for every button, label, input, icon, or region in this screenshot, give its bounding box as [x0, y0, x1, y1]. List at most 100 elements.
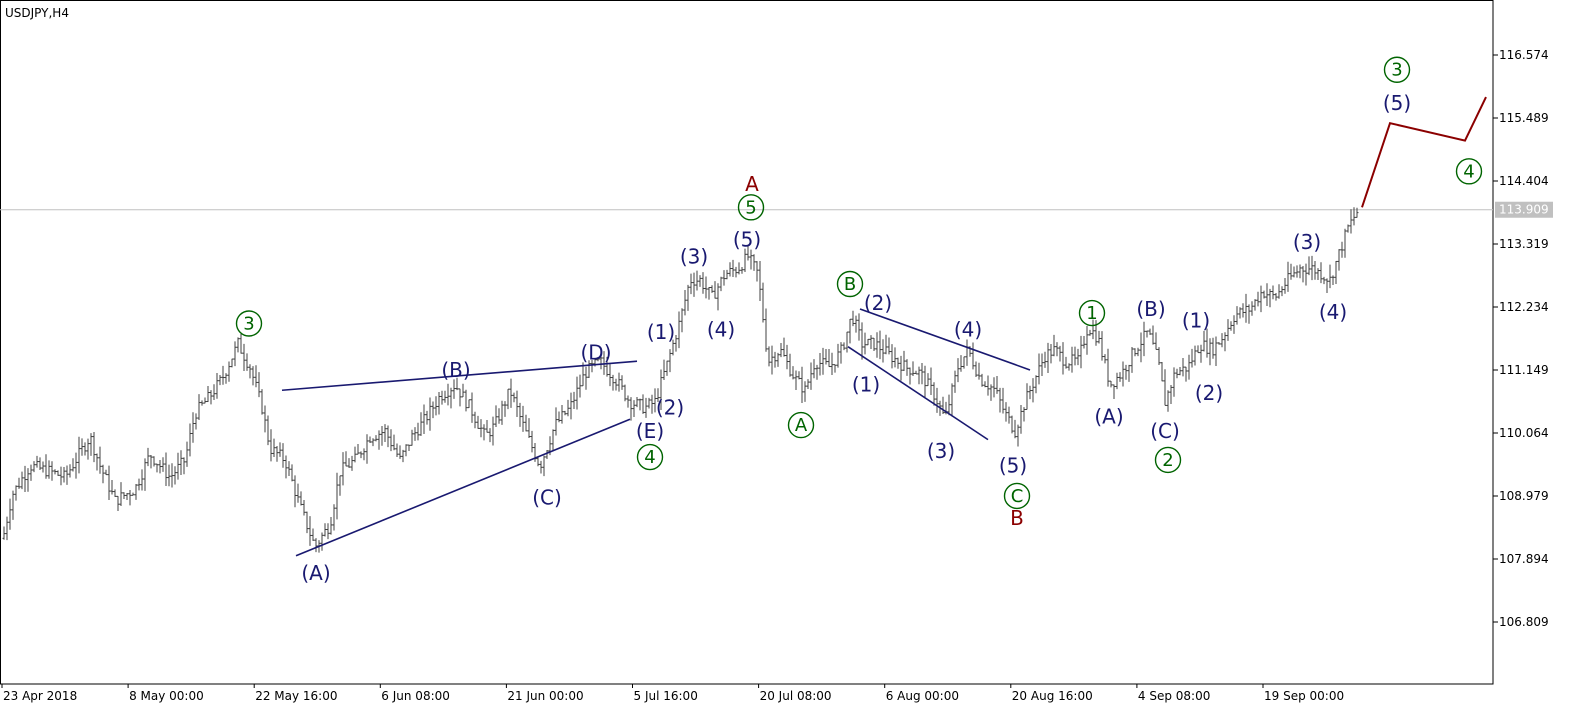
ohlc-bar [371, 438, 375, 447]
ohlc-bar [1340, 241, 1344, 258]
ohlc-bar [698, 275, 702, 287]
ohlc-bar [854, 315, 858, 333]
ohlc-bar [182, 457, 186, 475]
ohlc-bar [980, 373, 984, 387]
ohlc-bar [620, 375, 624, 390]
trendline [295, 418, 631, 557]
svg-text:3: 3 [1391, 60, 1402, 81]
ohlc-bar [818, 352, 822, 376]
ohlc-bar [8, 498, 12, 530]
wave-label: (2) [864, 291, 892, 315]
ohlc-bar [800, 366, 804, 404]
ohlc-bar [248, 364, 252, 379]
ohlc-bar [1172, 367, 1176, 397]
ohlc-bar [212, 384, 216, 400]
ohlc-bar [1112, 384, 1116, 400]
forecast-path [1361, 96, 1487, 208]
ohlc-bar [731, 259, 735, 277]
ohlc-bar [50, 461, 54, 481]
ohlc-bar [791, 366, 795, 380]
ohlc-bar [1100, 331, 1104, 361]
ohlc-bar [839, 342, 843, 364]
ohlc-bar [707, 286, 711, 300]
svg-text:(2): (2) [656, 396, 684, 420]
ohlc-bar [269, 429, 273, 462]
ohlc-bar [536, 456, 540, 467]
ohlc-bar [221, 365, 225, 385]
ohlc-bar [683, 290, 687, 316]
ohlc-bar [362, 448, 366, 461]
wave-label-circled: 2 [1154, 446, 1182, 474]
ohlc-bar [1181, 358, 1185, 377]
ohlc-bar [779, 342, 783, 358]
ohlc-bar [17, 477, 21, 489]
ohlc-bar [1163, 369, 1167, 406]
ohlc-bar [326, 523, 330, 540]
ohlc-bar [1256, 291, 1260, 307]
x-tick-label: 8 May 00:00 [129, 689, 204, 703]
wave-label: (E) [636, 419, 664, 443]
ohlc-bar [35, 455, 39, 468]
ohlc-bar [965, 339, 969, 366]
ohlc-bar [878, 330, 882, 360]
ohlc-bar [554, 407, 558, 436]
ohlc-bar [176, 452, 180, 480]
ohlc-bar [629, 397, 633, 421]
ohlc-bar [1274, 293, 1278, 301]
ohlc-bar [1088, 329, 1092, 336]
ohlc-bar [158, 459, 162, 474]
ohlc-bar [557, 411, 561, 423]
ohlc-bar [920, 363, 924, 385]
y-tick-label: 112.234 [1499, 300, 1549, 314]
ohlc-bar [89, 433, 93, 456]
ohlc-bar [170, 463, 174, 488]
wave-label-circled: 3 [235, 310, 263, 337]
ohlc-bar [116, 495, 120, 512]
svg-text:2: 2 [1162, 450, 1173, 471]
svg-text:B: B [1010, 506, 1024, 530]
wave-label: (5) [733, 227, 761, 251]
ohlc-bar [128, 489, 132, 506]
ohlc-bar [743, 248, 747, 272]
current-price-label: 113.909 [1499, 203, 1549, 217]
ohlc-bar [23, 465, 27, 492]
wave-label: (C) [1150, 419, 1180, 443]
ohlc-bar [113, 489, 117, 497]
ohlc-bar [440, 390, 444, 405]
ohlc-bar [482, 424, 486, 441]
ohlc-bar [1262, 290, 1266, 299]
ohlc-bar [917, 366, 921, 385]
svg-text:A: A [795, 415, 808, 436]
ohlc-bar [497, 408, 501, 424]
svg-text:(1): (1) [852, 372, 880, 396]
svg-text:(C): (C) [1150, 419, 1180, 443]
ohlc-bar [344, 451, 348, 467]
ohlc-bar [590, 360, 594, 373]
ohlc-bar [1067, 363, 1071, 371]
ohlc-bar [404, 444, 408, 457]
ohlc-bar [869, 335, 873, 349]
wave-label: (4) [954, 317, 982, 341]
ohlc-bar [746, 245, 750, 261]
ohlc-bar [1217, 342, 1221, 345]
ohlc-bar [1295, 265, 1299, 278]
ohlc-bar [452, 379, 456, 399]
ohlc-bar [782, 337, 786, 357]
ohlc-bar [323, 523, 327, 537]
ohlc-bar [1331, 275, 1335, 286]
plot-border [0, 0, 1494, 685]
ohlc-bar [881, 339, 885, 363]
ohlc-bar [5, 516, 9, 541]
ohlc-bar [74, 452, 78, 479]
trendline [847, 346, 989, 441]
ohlc-bar [458, 388, 462, 407]
ohlc-bar [68, 464, 72, 478]
ohlc-bar [896, 357, 900, 369]
ohlc-bar [578, 374, 582, 398]
ohlc-bar [530, 430, 534, 453]
ohlc-bar [320, 532, 324, 551]
ohlc-bar [1160, 361, 1164, 382]
ohlc-bar [1343, 228, 1347, 258]
ohlc-bar [494, 405, 498, 428]
ohlc-bar [539, 460, 543, 474]
